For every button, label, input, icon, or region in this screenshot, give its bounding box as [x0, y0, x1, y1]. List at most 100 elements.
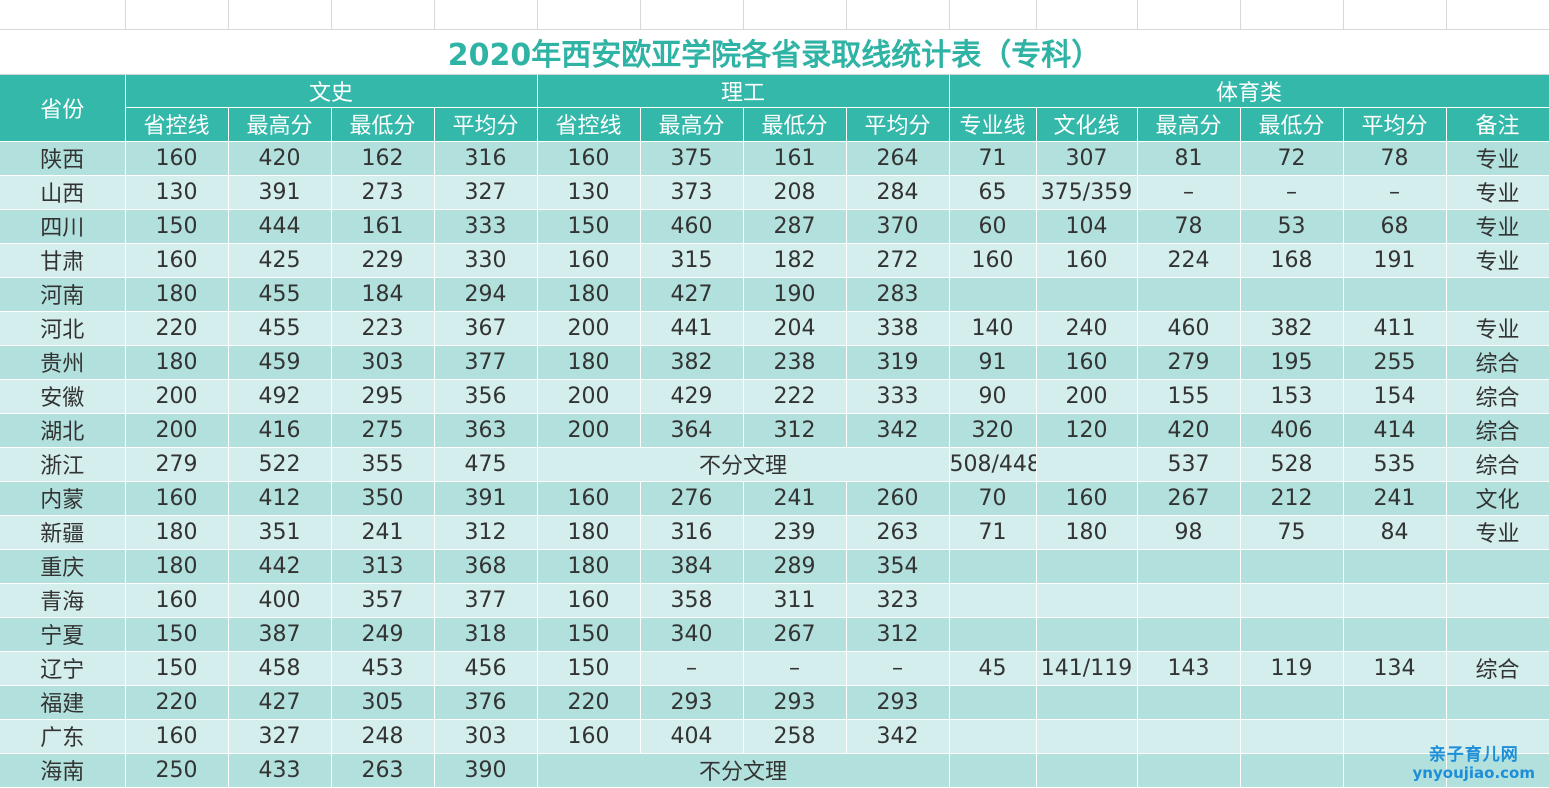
score-cell[interactable]: 258: [743, 719, 847, 754]
score-cell[interactable]: 425: [228, 243, 332, 278]
province-cell[interactable]: 河北: [0, 311, 126, 346]
score-cell[interactable]: 279: [1137, 345, 1241, 380]
score-cell[interactable]: 240: [1036, 311, 1138, 346]
score-cell[interactable]: 130: [125, 175, 229, 210]
score-cell[interactable]: 391: [434, 481, 538, 516]
score-cell[interactable]: 160: [125, 481, 229, 516]
score-cell[interactable]: 141/119: [1036, 651, 1138, 686]
score-cell[interactable]: 295: [331, 379, 435, 414]
score-cell[interactable]: 312: [743, 413, 847, 448]
score-cell[interactable]: [1240, 719, 1344, 754]
score-cell[interactable]: 162: [331, 141, 435, 176]
score-cell[interactable]: 313: [331, 549, 435, 584]
score-cell[interactable]: 264: [846, 141, 950, 176]
score-cell[interactable]: 168: [1240, 243, 1344, 278]
cell[interactable]: [949, 0, 1037, 30]
score-cell[interactable]: 284: [846, 175, 950, 210]
score-cell[interactable]: 316: [640, 515, 744, 550]
province-cell[interactable]: 宁夏: [0, 617, 126, 652]
score-cell[interactable]: 442: [228, 549, 332, 584]
score-cell[interactable]: 263: [331, 753, 435, 788]
score-cell[interactable]: 358: [640, 583, 744, 618]
score-cell[interactable]: 180: [537, 345, 641, 380]
cell[interactable]: [0, 0, 126, 30]
score-cell[interactable]: 377: [434, 345, 538, 380]
header-column[interactable]: 最高分: [640, 107, 744, 142]
score-cell[interactable]: [1137, 549, 1241, 584]
score-cell[interactable]: 363: [434, 413, 538, 448]
score-cell[interactable]: 75: [1240, 515, 1344, 550]
score-cell[interactable]: 119: [1240, 651, 1344, 686]
cell[interactable]: [228, 0, 332, 30]
score-cell[interactable]: 327: [434, 175, 538, 210]
header-group-tiyu[interactable]: 体育类: [949, 74, 1549, 108]
score-cell[interactable]: 342: [846, 719, 950, 754]
score-cell[interactable]: 180: [537, 515, 641, 550]
score-cell[interactable]: [1240, 685, 1344, 720]
score-cell[interactable]: 276: [640, 481, 744, 516]
header-column[interactable]: 最高分: [1137, 107, 1241, 142]
score-cell[interactable]: 367: [434, 311, 538, 346]
score-cell[interactable]: [1036, 277, 1138, 312]
score-cell[interactable]: 71: [949, 515, 1037, 550]
header-column[interactable]: 平均分: [1343, 107, 1447, 142]
score-cell[interactable]: [1036, 685, 1138, 720]
score-cell[interactable]: [1240, 753, 1344, 788]
score-cell[interactable]: 220: [125, 311, 229, 346]
score-cell[interactable]: 154: [1343, 379, 1447, 414]
score-cell[interactable]: 275: [331, 413, 435, 448]
cell[interactable]: [434, 0, 538, 30]
score-cell[interactable]: [1446, 549, 1549, 584]
score-cell[interactable]: [1036, 447, 1138, 482]
score-cell[interactable]: 155: [1137, 379, 1241, 414]
score-cell[interactable]: 专业: [1446, 141, 1549, 176]
score-cell[interactable]: 53: [1240, 209, 1344, 244]
score-cell[interactable]: 71: [949, 141, 1037, 176]
cell[interactable]: [537, 0, 641, 30]
score-cell[interactable]: [949, 753, 1037, 788]
score-cell[interactable]: 460: [1137, 311, 1241, 346]
header-column[interactable]: 最低分: [1240, 107, 1344, 142]
score-cell[interactable]: 267: [743, 617, 847, 652]
score-cell[interactable]: 382: [640, 345, 744, 380]
score-cell[interactable]: 316: [434, 141, 538, 176]
province-cell[interactable]: 福建: [0, 685, 126, 720]
score-cell[interactable]: 441: [640, 311, 744, 346]
score-cell[interactable]: 150: [537, 617, 641, 652]
score-cell[interactable]: 160: [125, 583, 229, 618]
score-cell[interactable]: [1240, 617, 1344, 652]
score-cell[interactable]: 223: [331, 311, 435, 346]
score-cell[interactable]: 160: [125, 719, 229, 754]
score-cell[interactable]: 文化: [1446, 481, 1549, 516]
score-cell[interactable]: [1036, 719, 1138, 754]
province-cell[interactable]: 海南: [0, 753, 126, 788]
score-cell[interactable]: 200: [537, 311, 641, 346]
score-cell[interactable]: 311: [743, 583, 847, 618]
score-cell[interactable]: [1240, 277, 1344, 312]
score-cell[interactable]: [949, 617, 1037, 652]
province-cell[interactable]: 广东: [0, 719, 126, 754]
cell[interactable]: [1036, 0, 1138, 30]
score-cell[interactable]: 375: [640, 141, 744, 176]
score-cell[interactable]: [1137, 685, 1241, 720]
score-cell[interactable]: [1240, 549, 1344, 584]
score-cell[interactable]: 508/448: [949, 447, 1037, 482]
score-cell[interactable]: 455: [228, 311, 332, 346]
score-cell[interactable]: 120: [1036, 413, 1138, 448]
header-column[interactable]: 平均分: [434, 107, 538, 142]
score-cell[interactable]: 305: [331, 685, 435, 720]
score-cell[interactable]: 293: [846, 685, 950, 720]
score-cell[interactable]: 315: [640, 243, 744, 278]
score-cell[interactable]: 411: [1343, 311, 1447, 346]
score-cell[interactable]: [1343, 277, 1447, 312]
score-cell[interactable]: [1446, 617, 1549, 652]
header-column[interactable]: 省控线: [537, 107, 641, 142]
header-group-wenshi[interactable]: 文史: [125, 74, 538, 108]
cell[interactable]: [846, 0, 950, 30]
score-cell[interactable]: [1137, 277, 1241, 312]
score-cell[interactable]: 375/359: [1036, 175, 1138, 210]
score-cell[interactable]: 535: [1343, 447, 1447, 482]
score-cell[interactable]: [1446, 719, 1549, 754]
score-cell[interactable]: [1240, 583, 1344, 618]
score-cell[interactable]: –: [1343, 175, 1447, 210]
